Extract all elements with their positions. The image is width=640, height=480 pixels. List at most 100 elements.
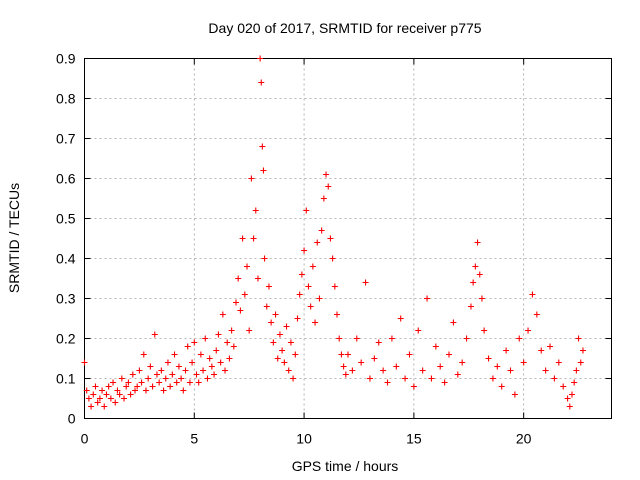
data-point [153, 371, 160, 378]
y-tick-label: 0.2 [56, 331, 76, 347]
data-point [568, 391, 575, 398]
data-point [142, 387, 149, 394]
data-point [419, 367, 426, 374]
data-point [140, 351, 147, 358]
data-point [446, 351, 453, 358]
data-point [579, 347, 586, 354]
data-point [167, 383, 174, 390]
y-tick-label: 0.7 [56, 131, 76, 147]
data-point [228, 327, 235, 334]
data-point [272, 311, 279, 318]
data-point [566, 403, 573, 410]
x-axis-label: GPS time / hours [292, 458, 399, 474]
data-point [320, 195, 327, 202]
data-point [428, 375, 435, 382]
data-point [316, 295, 323, 302]
data-point [362, 279, 369, 286]
data-point [555, 359, 562, 366]
data-point [257, 55, 264, 62]
data-point [268, 319, 275, 326]
data-point [171, 351, 178, 358]
data-point [202, 335, 209, 342]
data-point [410, 383, 417, 390]
data-point [101, 403, 108, 410]
data-point [485, 355, 492, 362]
data-point [279, 347, 286, 354]
data-point [248, 175, 255, 182]
data-point [312, 319, 319, 326]
data-point [529, 291, 536, 298]
data-point [375, 339, 382, 346]
y-tick-label: 0.5 [56, 211, 76, 227]
grid-layer [84, 58, 612, 419]
data-point [123, 383, 130, 390]
data-point [481, 327, 488, 334]
data-point [180, 387, 187, 394]
y-tick-label: 0 [68, 411, 76, 427]
data-point [349, 367, 356, 374]
data-point [243, 263, 250, 270]
data-point [175, 363, 182, 370]
data-point [478, 295, 485, 302]
data-point [237, 307, 244, 314]
data-point [380, 367, 387, 374]
data-point [200, 367, 207, 374]
data-point [573, 367, 580, 374]
data-point [103, 391, 110, 398]
data-point [338, 351, 345, 358]
data-point [90, 391, 97, 398]
data-point [476, 271, 483, 278]
data-point [494, 363, 501, 370]
data-point [340, 363, 347, 370]
data-point [441, 379, 448, 386]
data-point [463, 335, 470, 342]
plot-frame [84, 58, 612, 419]
data-point [384, 379, 391, 386]
data-point [211, 371, 218, 378]
y-tick-label: 0.8 [56, 91, 76, 107]
data-point [83, 387, 90, 394]
data-point [533, 311, 540, 318]
data-point [258, 79, 265, 86]
data-point [507, 367, 514, 374]
data-point [470, 279, 477, 286]
data-point [193, 371, 200, 378]
data-point [560, 383, 567, 390]
data-point [402, 375, 409, 382]
data-point [85, 395, 92, 402]
data-point [107, 395, 114, 402]
data-point [371, 355, 378, 362]
data-point [393, 363, 400, 370]
data-point [149, 383, 156, 390]
y-tick-label: 0.4 [56, 251, 76, 267]
data-point [88, 403, 95, 410]
data-point [145, 375, 152, 382]
data-point [472, 263, 479, 270]
data-point [265, 283, 272, 290]
data-point [511, 391, 518, 398]
data-point [112, 399, 119, 406]
data-point [290, 375, 297, 382]
data-point [309, 263, 316, 270]
data-point [197, 351, 204, 358]
data-point [314, 239, 321, 246]
data-points [81, 55, 586, 410]
data-point [301, 247, 308, 254]
data-point [287, 339, 294, 346]
data-point [270, 339, 277, 346]
data-point [415, 327, 422, 334]
data-point [285, 367, 292, 374]
data-point [334, 311, 341, 318]
data-point [498, 383, 505, 390]
data-point [520, 359, 527, 366]
data-point [99, 387, 106, 394]
data-point [303, 207, 310, 214]
data-point [217, 359, 224, 366]
data-point [307, 303, 314, 310]
data-point [230, 343, 237, 350]
data-point [233, 299, 240, 306]
data-point [331, 283, 338, 290]
data-point [327, 235, 334, 242]
data-point [336, 335, 343, 342]
data-point [575, 335, 582, 342]
